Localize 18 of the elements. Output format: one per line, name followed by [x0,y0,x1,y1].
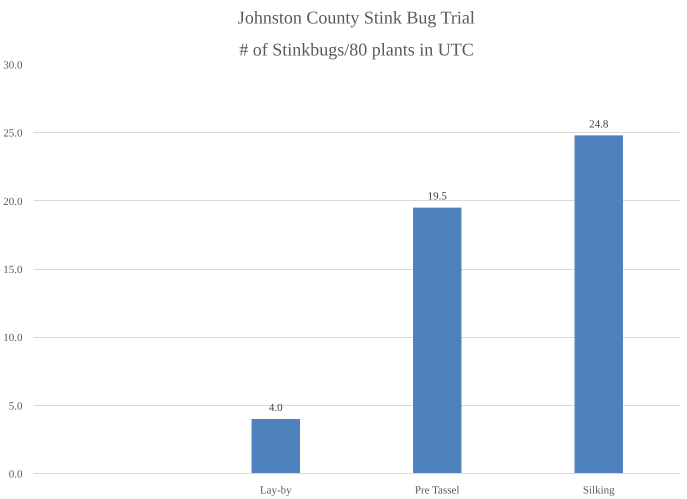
data-label: 24.8 [589,118,609,130]
chart-subtitle: # of Stinkbugs/80 plants in UTC [239,40,474,60]
bar [574,135,623,474]
bar [252,418,300,474]
y-tick-label: 25.0 [3,128,23,140]
y-tick-label: 30.0 [3,60,23,72]
y-tick-label: 10.0 [3,332,23,344]
y-tick-label: 5.0 [8,400,23,412]
y-tick-label: 0.0 [8,468,23,480]
y-tick-label: 20.0 [3,196,23,208]
x-tick-label: Lay-by [260,484,292,496]
bar [413,208,462,474]
data-label: 19.5 [428,190,448,203]
data-label: 4.0 [268,402,284,414]
x-tick-label: Silking [582,484,616,496]
x-tick-label: Pre Tassel [414,484,460,496]
y-tick-label: 15.0 [3,264,23,276]
chart-title: Johnston County Stink Bug Trial [238,8,475,28]
